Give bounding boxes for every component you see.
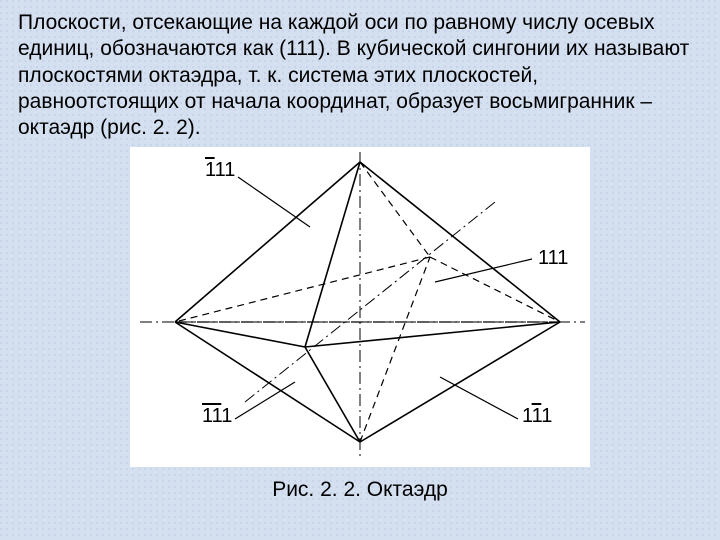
- plain-1-br2: 1: [541, 405, 552, 427]
- label-right: 111: [538, 247, 568, 270]
- label-bottom-right: 111: [522, 405, 552, 428]
- bar-1: 1: [205, 159, 215, 181]
- octahedron-figure: 111 111 111 111: [130, 147, 590, 467]
- bar-11: 11: [202, 405, 221, 427]
- plain-111: 111: [538, 247, 568, 269]
- label-bottom-left: 111: [202, 405, 232, 428]
- label-top-left: 111: [205, 159, 235, 182]
- plain-1: 1: [221, 405, 232, 427]
- plain-11: 11: [215, 159, 236, 181]
- octahedron-svg: [130, 147, 590, 467]
- plain-1-br: 1: [522, 405, 532, 427]
- bar-1-br: 1: [532, 405, 542, 427]
- figure-caption: Рис. 2. 2. Октаэдр: [0, 478, 720, 502]
- body-text: Плоскости, отсекающие на каждой оси по р…: [0, 0, 720, 141]
- figure-container: 111 111 111 111 Рис. 2. 2. Октаэдр: [0, 147, 720, 502]
